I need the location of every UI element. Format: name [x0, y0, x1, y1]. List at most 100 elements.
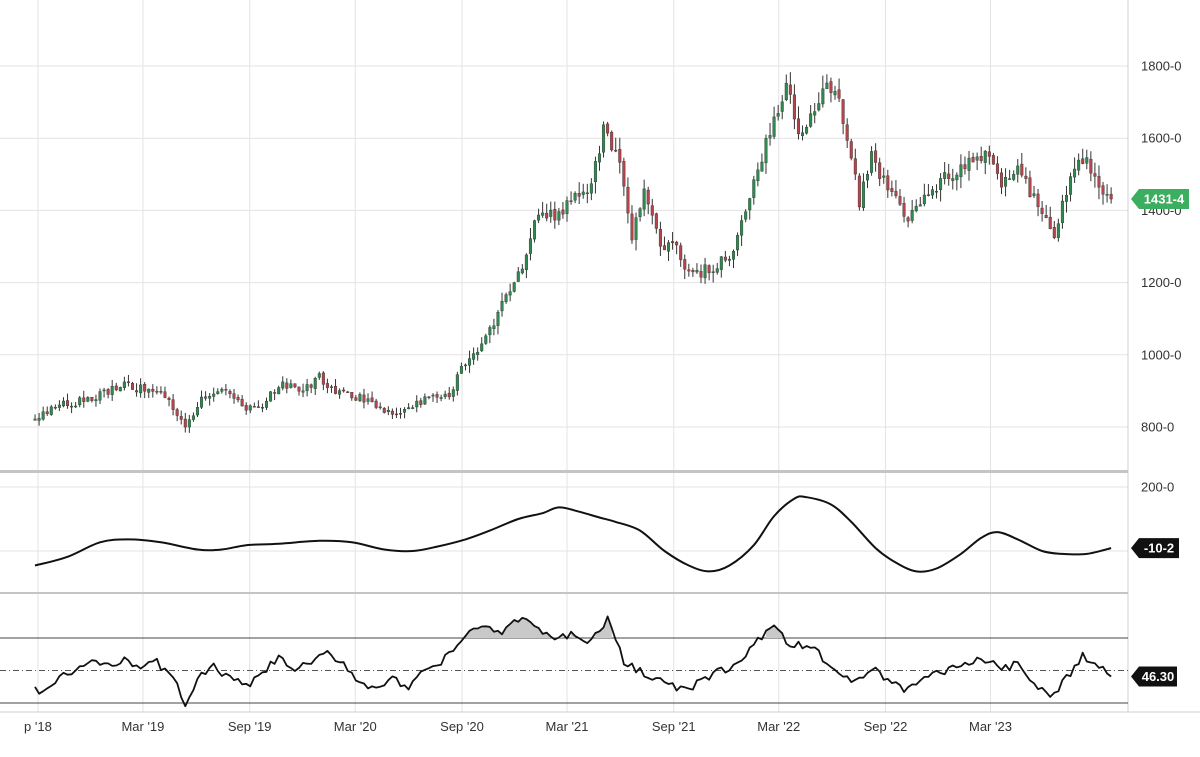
- candle-body: [269, 391, 273, 402]
- candle-body: [549, 209, 553, 217]
- candle-body: [805, 127, 809, 134]
- candle-body: [179, 416, 183, 420]
- candle-body: [293, 383, 297, 388]
- candle-body: [1069, 176, 1073, 195]
- oscillator-overbought-fill: [465, 617, 551, 638]
- oscillator-badge: 46.30: [1131, 666, 1177, 687]
- candle-body: [874, 150, 878, 163]
- candle-body: [520, 268, 524, 274]
- price-y-tick-label: 800-0: [1141, 420, 1174, 435]
- price-y-tick-label: 1000-0: [1141, 347, 1181, 362]
- candle-body: [801, 132, 805, 136]
- candle-body: [1008, 178, 1012, 180]
- candle-body: [480, 343, 484, 352]
- candle-body: [857, 175, 861, 208]
- candle-body: [415, 400, 419, 408]
- candle-body: [736, 235, 740, 251]
- candle-body: [419, 400, 423, 405]
- candle-body: [638, 208, 642, 218]
- candle-body: [244, 405, 248, 411]
- candle-body: [602, 124, 606, 153]
- candle-body: [654, 213, 658, 229]
- candle-body: [650, 205, 654, 216]
- candle-body: [228, 390, 232, 395]
- candle-body: [618, 149, 622, 163]
- candle-body: [468, 358, 472, 366]
- candle-body: [727, 258, 731, 261]
- candle-body: [1097, 176, 1101, 188]
- candle-body: [569, 200, 573, 202]
- candle-body: [82, 397, 86, 402]
- momentum-layer: [34, 495, 1112, 573]
- candle-body: [1020, 163, 1024, 176]
- candle-body: [325, 383, 329, 388]
- candle-body: [439, 397, 443, 399]
- candle-body: [784, 82, 788, 101]
- candle-body: [70, 405, 74, 408]
- candle-body: [975, 156, 979, 161]
- candle-body: [658, 228, 662, 247]
- candle-body: [1040, 207, 1044, 214]
- candle-body: [565, 200, 569, 214]
- candle-body: [139, 384, 143, 394]
- candle-body: [248, 405, 252, 411]
- candle-body: [1000, 172, 1004, 188]
- candle-body: [236, 397, 240, 401]
- candle-body: [118, 387, 122, 392]
- candle-body: [1028, 177, 1032, 198]
- candle-body: [187, 419, 191, 428]
- candle-body: [756, 169, 760, 182]
- candle-body: [886, 175, 890, 191]
- candle-body: [394, 413, 398, 416]
- candle-body: [102, 389, 106, 392]
- candle-body: [512, 282, 516, 292]
- candle-body: [943, 172, 947, 179]
- candle-body: [334, 385, 338, 394]
- candle-body: [305, 384, 309, 392]
- candle-body: [1109, 193, 1113, 200]
- candle-body: [500, 301, 504, 312]
- candle-body: [273, 392, 277, 394]
- candle-body: [626, 186, 630, 214]
- candle-body: [703, 264, 707, 279]
- candle-body: [894, 190, 898, 197]
- candle-body: [200, 396, 204, 408]
- candle-body: [1056, 223, 1060, 238]
- x-tick-label: Sep '22: [864, 719, 908, 734]
- candle-body: [748, 198, 752, 211]
- candle-body: [374, 400, 378, 408]
- candle-body: [386, 409, 390, 413]
- candle-body: [699, 271, 703, 278]
- candle-body: [358, 394, 362, 402]
- candle-body: [159, 391, 163, 393]
- candle-body: [1052, 227, 1056, 238]
- candle-body: [983, 150, 987, 163]
- candle-body: [1004, 177, 1008, 187]
- candle-body: [110, 386, 114, 395]
- candle-body: [585, 192, 589, 195]
- candle-body: [78, 397, 82, 406]
- candle-body: [277, 387, 281, 395]
- candle-body: [1077, 159, 1081, 171]
- momentum-line: [34, 495, 1112, 573]
- candle-body: [849, 141, 853, 159]
- candle-body: [687, 269, 691, 272]
- axis-layer: p '18 Mar '19 Sep '19 Mar '20 Sep '20 Mar '21…: [24, 59, 1181, 735]
- candle-body: [845, 124, 849, 141]
- candle-body: [476, 351, 480, 355]
- candle-body: [662, 245, 666, 251]
- candle-body: [780, 101, 784, 112]
- candle-body: [634, 217, 638, 240]
- candle-body: [289, 383, 293, 388]
- candle-body: [963, 164, 967, 170]
- candle-body: [561, 209, 565, 215]
- candle-body: [171, 399, 175, 410]
- candle-body: [1044, 215, 1048, 218]
- candle-body: [796, 118, 800, 135]
- candle-body: [1101, 185, 1105, 195]
- candle-body: [451, 389, 455, 397]
- candle-body: [1032, 193, 1036, 196]
- candle-body: [431, 394, 435, 397]
- candle-body: [126, 381, 130, 383]
- candle-body: [122, 381, 126, 388]
